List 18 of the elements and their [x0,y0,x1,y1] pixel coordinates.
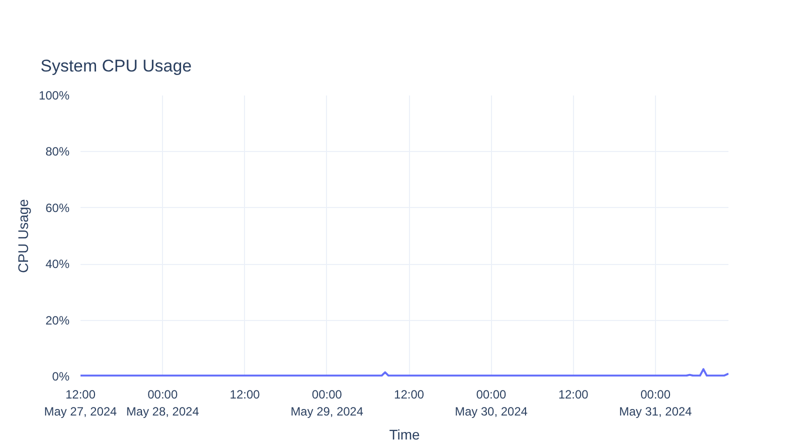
x-tick-label: 12:00 May 27, 2024 [44,388,118,418]
x-tick-label: 12:00 [394,388,424,402]
y-tick-label: 80% [45,144,70,159]
x-tick-label: 00:00 May 31, 2024 [619,388,692,418]
x-tick-label: 00:00 May 30, 2024 [454,388,528,418]
y-tick-label: 100% [38,88,70,102]
y-tick-label: 20% [45,313,70,328]
x-tick-label: 00:00 May 28, 2024 [126,388,200,418]
x-axis-title: Time [389,426,420,442]
x-tick-label: 00:00 May 29, 2024 [290,388,364,418]
y-tick-label: 40% [45,257,70,272]
y-tick-label: 60% [45,200,70,215]
line-series [80,368,728,376]
y-tick-label: 0% [52,370,70,384]
x-tick-label: 12:00 [558,388,589,402]
x-tick-label: 12:00 [230,388,260,402]
y-axis-title: CPU Usage [14,198,31,273]
chart-title: System CPU Usage [40,56,192,76]
